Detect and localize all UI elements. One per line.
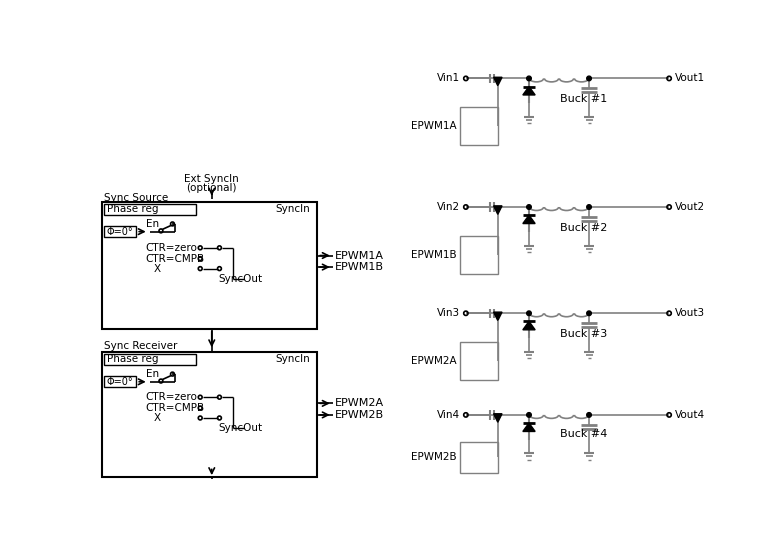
- Bar: [104, 204, 196, 215]
- Polygon shape: [523, 87, 535, 95]
- Text: Buck #4: Buck #4: [560, 429, 607, 439]
- Polygon shape: [523, 215, 535, 224]
- Polygon shape: [523, 423, 535, 431]
- Text: CTR=CMPB: CTR=CMPB: [146, 253, 205, 264]
- Polygon shape: [494, 312, 502, 321]
- Text: EPWM2A: EPWM2A: [335, 398, 384, 408]
- Text: SyncIn: SyncIn: [275, 355, 310, 364]
- Text: Vin4: Vin4: [436, 410, 459, 420]
- Polygon shape: [494, 77, 502, 86]
- Text: EPWM2A: EPWM2A: [411, 356, 456, 366]
- Text: EPWM1B: EPWM1B: [335, 262, 384, 272]
- Text: Sync Source: Sync Source: [104, 193, 168, 203]
- Text: CTR=zero: CTR=zero: [146, 392, 197, 402]
- Text: Ext SyncIn: Ext SyncIn: [184, 174, 239, 183]
- Text: CTR=zero: CTR=zero: [146, 243, 197, 253]
- Circle shape: [527, 413, 532, 417]
- Circle shape: [527, 76, 532, 81]
- Text: Φ=0°: Φ=0°: [107, 226, 133, 237]
- Text: Vin2: Vin2: [436, 202, 459, 212]
- Text: CTR=CMPB: CTR=CMPB: [146, 403, 205, 413]
- Text: Sync Receiver: Sync Receiver: [104, 341, 177, 351]
- Text: EPWM2B: EPWM2B: [335, 410, 384, 420]
- Bar: [104, 226, 137, 237]
- Text: Vin1: Vin1: [436, 73, 459, 83]
- Bar: [102, 202, 318, 329]
- Text: SyncOut: SyncOut: [218, 423, 262, 433]
- Text: SyncOut: SyncOut: [218, 274, 262, 284]
- Text: EPWM2B: EPWM2B: [411, 452, 456, 462]
- Text: Buck #1: Buck #1: [560, 94, 607, 104]
- Polygon shape: [523, 321, 535, 330]
- Bar: [459, 107, 498, 145]
- Text: SyncIn: SyncIn: [275, 204, 310, 214]
- Text: Vout3: Vout3: [675, 308, 706, 318]
- Circle shape: [587, 311, 591, 316]
- Circle shape: [527, 311, 532, 316]
- Bar: [459, 342, 498, 380]
- Text: Buck #3: Buck #3: [560, 329, 607, 339]
- Text: EPWM1A: EPWM1A: [411, 121, 456, 131]
- Text: Buck #2: Buck #2: [560, 223, 607, 233]
- Polygon shape: [494, 414, 502, 422]
- Text: En: En: [146, 219, 159, 229]
- Text: (optional): (optional): [186, 183, 237, 193]
- Text: Vout1: Vout1: [675, 73, 706, 83]
- Text: Φ=0°: Φ=0°: [107, 377, 133, 387]
- Text: Phase reg: Phase reg: [107, 355, 159, 364]
- Text: Phase reg: Phase reg: [107, 204, 159, 214]
- Circle shape: [587, 204, 591, 209]
- Text: EPWM1A: EPWM1A: [335, 251, 384, 260]
- Circle shape: [527, 204, 532, 209]
- Circle shape: [587, 413, 591, 417]
- Bar: [104, 354, 196, 365]
- Bar: [102, 352, 318, 477]
- Text: En: En: [146, 369, 159, 379]
- Text: Vout2: Vout2: [675, 202, 706, 212]
- Bar: [459, 442, 498, 473]
- Text: X: X: [153, 413, 160, 423]
- Text: EPWM1B: EPWM1B: [411, 250, 456, 260]
- Text: Vin3: Vin3: [436, 308, 459, 318]
- Text: X: X: [153, 264, 160, 274]
- Circle shape: [587, 76, 591, 81]
- Text: Vout4: Vout4: [675, 410, 706, 420]
- Bar: [104, 377, 137, 387]
- Bar: [459, 236, 498, 274]
- Polygon shape: [494, 206, 502, 214]
